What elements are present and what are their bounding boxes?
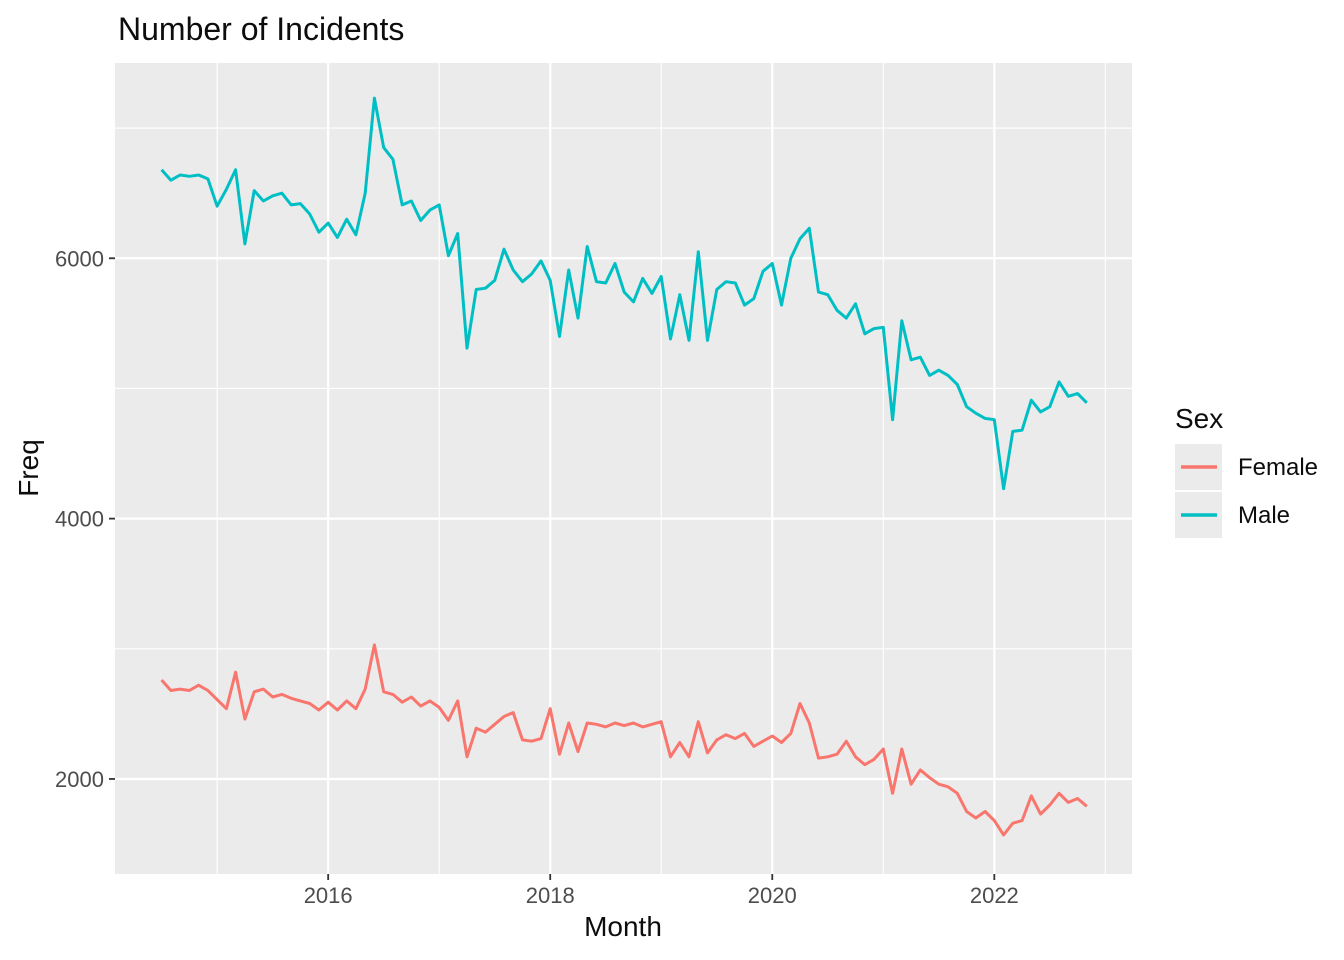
x-tick-label: 2016: [304, 883, 353, 908]
legend: Female Male: [1175, 444, 1318, 538]
x-axis-title: Month: [584, 911, 662, 942]
plot-panel: [115, 63, 1132, 874]
series-line-male: [160, 96, 1088, 491]
x-tick-label: 2018: [526, 883, 575, 908]
chart-title: Number of Incidents: [118, 11, 404, 47]
x-tick-label: 2022: [970, 883, 1019, 908]
y-tick-label: 4000: [55, 507, 104, 532]
series-lines: [160, 96, 1088, 837]
y-axis-title: Freq: [13, 439, 44, 497]
y-tick-label: 2000: [55, 767, 104, 792]
legend-label-male: Male: [1238, 502, 1290, 529]
legend-label-female: Female: [1238, 454, 1318, 481]
x-tick-label: 2020: [748, 883, 797, 908]
legend-title: Sex: [1175, 403, 1223, 434]
y-tick-label: 6000: [55, 246, 104, 271]
series-line-female: [160, 643, 1088, 837]
axes: 2016 2018 2020 2022 2000 4000 6000: [55, 246, 1019, 908]
panel-background: [115, 63, 1132, 874]
